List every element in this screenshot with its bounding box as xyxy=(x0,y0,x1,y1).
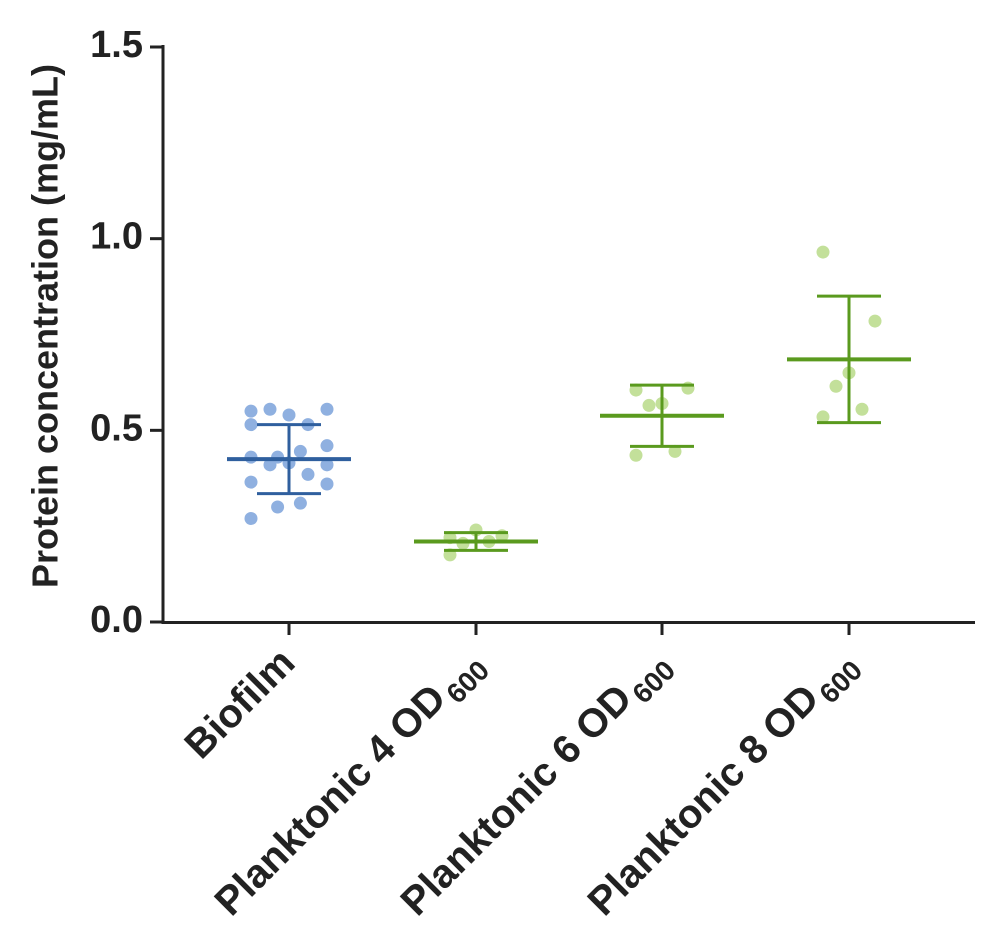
y-tick-label: 1.5 xyxy=(90,24,143,66)
data-point xyxy=(320,477,334,491)
x-tick-label-subscript: 600 xyxy=(813,654,868,709)
data-point xyxy=(244,404,258,418)
data-point xyxy=(263,458,277,472)
data-point xyxy=(829,379,843,393)
y-tick-label: 1.0 xyxy=(90,216,143,258)
data-point xyxy=(244,475,258,489)
x-tick-label-subscript: 600 xyxy=(626,654,681,709)
data-point xyxy=(668,444,682,458)
data-point xyxy=(816,245,830,259)
data-point xyxy=(816,410,830,424)
data-point xyxy=(629,448,643,462)
data-point xyxy=(855,402,869,416)
x-tick-label: Planktonic 8 OD600 xyxy=(579,640,868,929)
x-tick-label-main: Biofilm xyxy=(176,640,303,767)
data-point xyxy=(320,458,334,472)
data-point xyxy=(244,512,258,525)
chart-axes xyxy=(161,45,975,624)
series-group xyxy=(600,381,724,462)
y-ticks: 0.0 0.5 1.0 1.5 xyxy=(90,24,163,641)
x-tick-label: Biofilm xyxy=(176,640,303,767)
data-point xyxy=(320,402,334,416)
data-point xyxy=(244,418,258,432)
data-point xyxy=(293,496,307,510)
series-group xyxy=(227,402,351,525)
data-point xyxy=(282,408,296,422)
y-tick-label: 0.5 xyxy=(90,407,143,449)
y-axis-title: Protein concentration (mg/mL) xyxy=(25,64,66,588)
series-group xyxy=(414,523,538,562)
data-point xyxy=(271,500,285,514)
x-tick-label-subscript: 600 xyxy=(440,654,495,709)
data-point xyxy=(263,402,277,416)
data-point xyxy=(642,398,656,412)
data-point xyxy=(629,383,643,397)
y-tick-label: 0.0 xyxy=(90,599,143,641)
series-group xyxy=(787,245,911,425)
data-point xyxy=(293,444,307,458)
data-point xyxy=(320,439,334,453)
data-point xyxy=(301,467,315,481)
data-layer xyxy=(227,245,911,562)
data-point xyxy=(868,314,882,328)
